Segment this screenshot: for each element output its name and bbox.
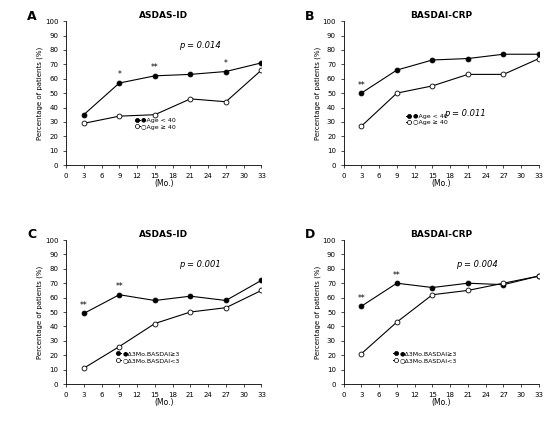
Legend: ●Δ3Mo.BASDAI≥3, ○Δ3Mo.BASDAI<3: ●Δ3Mo.BASDAI≥3, ○Δ3Mo.BASDAI<3 bbox=[393, 351, 458, 364]
Text: **: ** bbox=[80, 301, 87, 310]
Text: p = 0.011: p = 0.011 bbox=[444, 109, 486, 118]
Text: A: A bbox=[27, 10, 36, 23]
Text: p = 0.001: p = 0.001 bbox=[179, 260, 221, 269]
Text: C: C bbox=[27, 228, 36, 241]
Text: **: ** bbox=[393, 271, 401, 280]
Text: D: D bbox=[305, 228, 315, 241]
Text: p = 0.014: p = 0.014 bbox=[179, 41, 221, 50]
Text: *: * bbox=[224, 59, 228, 68]
Y-axis label: Percentage of patients (%): Percentage of patients (%) bbox=[315, 46, 321, 140]
Text: **: ** bbox=[358, 81, 365, 89]
X-axis label: (Mo.): (Mo.) bbox=[432, 179, 451, 188]
Legend: ●Age < 40, ○Age ≥ 40: ●Age < 40, ○Age ≥ 40 bbox=[134, 117, 176, 130]
Title: BASDAI-CRP: BASDAI-CRP bbox=[410, 11, 472, 20]
Text: **: ** bbox=[151, 63, 159, 72]
Text: p = 0.004: p = 0.004 bbox=[456, 260, 498, 269]
X-axis label: (Mo.): (Mo.) bbox=[154, 179, 173, 188]
Title: BASDAI-CRP: BASDAI-CRP bbox=[410, 230, 472, 239]
Text: **: ** bbox=[358, 294, 365, 303]
Text: B: B bbox=[305, 10, 314, 23]
Legend: ●Δ3Mo.BASDAI≥3, ○Δ3Mo.BASDAI<3: ●Δ3Mo.BASDAI≥3, ○Δ3Mo.BASDAI<3 bbox=[116, 351, 180, 364]
X-axis label: (Mo.): (Mo.) bbox=[432, 398, 451, 407]
X-axis label: (Mo.): (Mo.) bbox=[154, 398, 173, 407]
Y-axis label: Percentage of patients (%): Percentage of patients (%) bbox=[37, 46, 43, 140]
Text: **: ** bbox=[116, 282, 123, 291]
Y-axis label: Percentage of patients (%): Percentage of patients (%) bbox=[37, 265, 43, 359]
Legend: ●Age < 40, ○Age ≥ 40: ●Age < 40, ○Age ≥ 40 bbox=[406, 113, 448, 126]
Y-axis label: Percentage of patients (%): Percentage of patients (%) bbox=[315, 265, 321, 359]
Title: ASDAS-ID: ASDAS-ID bbox=[139, 11, 188, 20]
Title: ASDAS-ID: ASDAS-ID bbox=[139, 230, 188, 239]
Text: *: * bbox=[117, 70, 121, 79]
